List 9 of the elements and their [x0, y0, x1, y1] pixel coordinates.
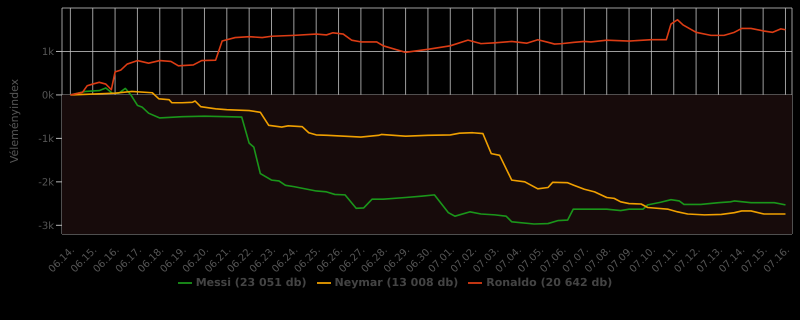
y-tick-label: -2k [38, 177, 54, 188]
y-tick-label: -3k [38, 220, 54, 232]
legend-label: Ronaldo (20 642 db) [486, 276, 612, 290]
y-axis-title: Véleményindex [8, 78, 21, 164]
y-tick-label: 0k [42, 90, 54, 102]
legend-label: Messi (23 051 db) [196, 276, 307, 290]
y-tick-label: -1k [38, 134, 54, 145]
y-tick-label: 1k [42, 47, 54, 58]
legend-label: Neymar (13 008 db) [334, 276, 458, 290]
